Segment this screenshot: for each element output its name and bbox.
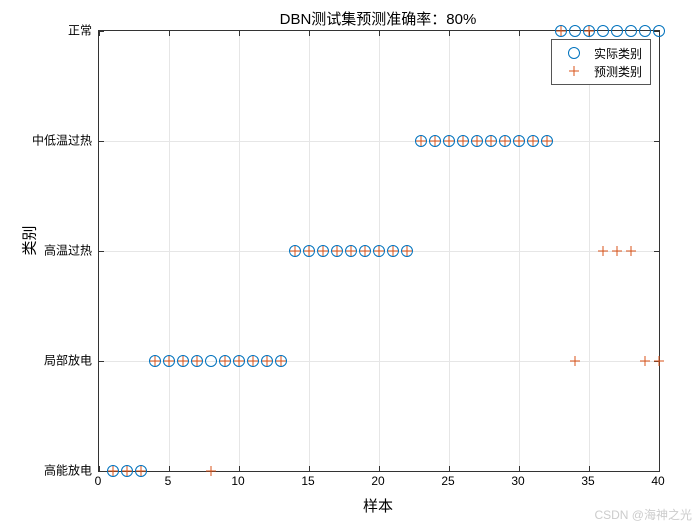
x-tick-label: 30 xyxy=(511,474,524,488)
tick-mark xyxy=(99,471,104,472)
actual-marker xyxy=(513,135,525,147)
actual-marker xyxy=(443,135,455,147)
actual-marker xyxy=(401,245,413,257)
actual-marker xyxy=(331,245,343,257)
tick-mark xyxy=(239,466,240,471)
actual-marker xyxy=(555,25,567,37)
actual-marker xyxy=(107,465,119,477)
tick-mark xyxy=(99,361,104,362)
actual-marker xyxy=(625,25,637,37)
actual-marker xyxy=(373,245,385,257)
x-tick-label: 20 xyxy=(371,474,384,488)
circle-icon xyxy=(560,46,588,60)
x-tick-label: 15 xyxy=(301,474,314,488)
tick-mark xyxy=(449,466,450,471)
tick-mark xyxy=(659,466,660,471)
actual-marker xyxy=(163,355,175,367)
y-tick-label: 高能放电 xyxy=(30,462,92,479)
tick-mark xyxy=(654,251,659,252)
tick-mark xyxy=(239,31,240,36)
tick-mark xyxy=(309,466,310,471)
actual-marker xyxy=(485,135,497,147)
tick-mark xyxy=(449,31,450,36)
actual-marker xyxy=(149,355,161,367)
actual-marker xyxy=(233,355,245,367)
actual-marker xyxy=(429,135,441,147)
actual-marker xyxy=(177,355,189,367)
actual-marker xyxy=(345,245,357,257)
actual-marker xyxy=(499,135,511,147)
actual-marker xyxy=(541,135,553,147)
actual-marker xyxy=(261,355,273,367)
x-axis-label: 样本 xyxy=(98,495,658,516)
actual-marker xyxy=(121,465,133,477)
actual-marker xyxy=(289,245,301,257)
actual-marker xyxy=(415,135,427,147)
tick-mark xyxy=(654,361,659,362)
actual-marker xyxy=(275,355,287,367)
tick-mark xyxy=(379,31,380,36)
actual-marker xyxy=(387,245,399,257)
actual-marker xyxy=(653,25,665,37)
actual-marker xyxy=(191,355,203,367)
legend-item: 实际类别 xyxy=(560,44,642,62)
tick-mark xyxy=(519,31,520,36)
legend-label: 实际类别 xyxy=(594,45,642,62)
actual-marker xyxy=(205,355,217,367)
tick-mark xyxy=(169,31,170,36)
actual-marker xyxy=(597,25,609,37)
x-tick-label: 5 xyxy=(165,474,172,488)
actual-marker xyxy=(317,245,329,257)
actual-marker xyxy=(639,25,651,37)
actual-marker xyxy=(569,25,581,37)
y-tick-label: 局部放电 xyxy=(30,352,92,369)
x-tick-label: 35 xyxy=(581,474,594,488)
x-tick-label: 25 xyxy=(441,474,454,488)
actual-marker xyxy=(247,355,259,367)
actual-marker xyxy=(471,135,483,147)
y-tick-label: 中低温过热 xyxy=(30,132,92,149)
legend-item: 预测类别 xyxy=(560,62,642,80)
x-tick-label: 10 xyxy=(231,474,244,488)
actual-marker xyxy=(219,355,231,367)
watermark: CSDN @海神之光 xyxy=(594,506,692,523)
tick-mark xyxy=(99,251,104,252)
tick-mark xyxy=(654,141,659,142)
actual-marker xyxy=(583,25,595,37)
tick-mark xyxy=(169,466,170,471)
actual-marker xyxy=(359,245,371,257)
predicted-marker xyxy=(206,466,216,476)
tick-mark xyxy=(519,466,520,471)
plus-icon xyxy=(560,64,588,78)
legend-label: 预测类别 xyxy=(594,63,642,80)
actual-marker xyxy=(135,465,147,477)
grid-line xyxy=(99,141,659,142)
tick-mark xyxy=(99,31,104,32)
tick-mark xyxy=(99,141,104,142)
actual-marker xyxy=(611,25,623,37)
plot-area: 实际类别预测类别 xyxy=(98,30,660,472)
legend: 实际类别预测类别 xyxy=(551,39,651,85)
tick-mark xyxy=(379,466,380,471)
tick-mark xyxy=(589,466,590,471)
y-tick-label: 高温过热 xyxy=(30,242,92,259)
actual-marker xyxy=(457,135,469,147)
actual-marker xyxy=(527,135,539,147)
x-tick-label: 40 xyxy=(651,474,664,488)
actual-marker xyxy=(303,245,315,257)
y-tick-label: 正常 xyxy=(30,22,92,39)
x-tick-label: 0 xyxy=(95,474,102,488)
tick-mark xyxy=(309,31,310,36)
tick-mark xyxy=(654,471,659,472)
